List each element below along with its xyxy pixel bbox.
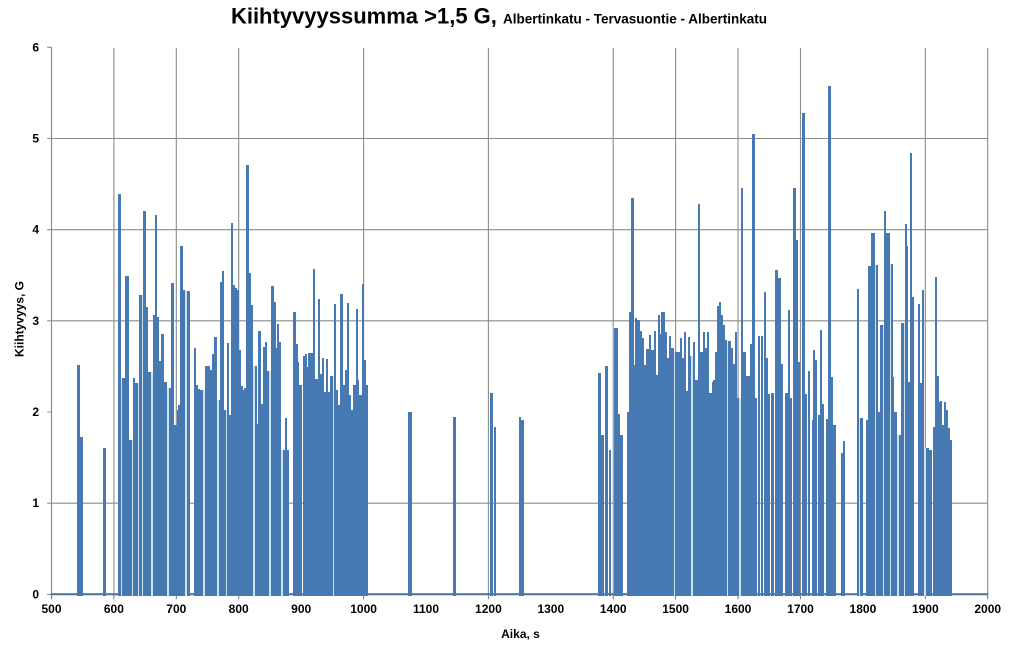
svg-text:2: 2 [32,405,39,419]
svg-text:1800: 1800 [850,602,877,616]
svg-text:900: 900 [291,602,311,616]
svg-text:4: 4 [32,223,39,237]
svg-text:6: 6 [32,40,39,54]
svg-text:Kiihtyvyys, G: Kiihtyvyys, G [13,281,27,357]
svg-text:3: 3 [32,314,39,328]
svg-text:Aika, s: Aika, s [501,627,540,641]
svg-text:600: 600 [104,602,124,616]
svg-text:1000: 1000 [350,602,377,616]
svg-text:1700: 1700 [787,602,814,616]
svg-text:1500: 1500 [662,602,689,616]
svg-text:800: 800 [229,602,249,616]
svg-text:1: 1 [32,496,39,510]
svg-text:500: 500 [41,602,61,616]
svg-text:0: 0 [32,587,39,601]
svg-text:Kiihtyvyyssumma >1,5 G, Albert: Kiihtyvyyssumma >1,5 G, Albertinkatu - T… [231,4,767,29]
svg-text:1200: 1200 [475,602,502,616]
svg-text:2000: 2000 [974,602,1001,616]
svg-text:1600: 1600 [725,602,752,616]
svg-text:5: 5 [32,132,39,146]
svg-text:1100: 1100 [413,602,439,616]
svg-text:700: 700 [166,602,186,616]
svg-text:1300: 1300 [537,602,564,616]
svg-text:1400: 1400 [600,602,627,616]
svg-text:1900: 1900 [912,602,939,616]
